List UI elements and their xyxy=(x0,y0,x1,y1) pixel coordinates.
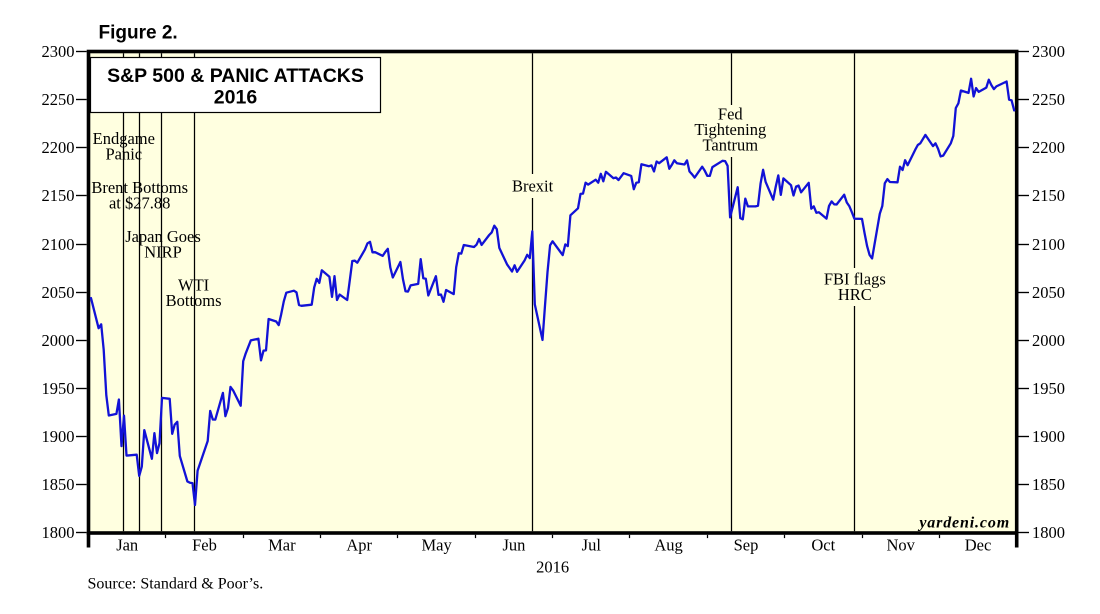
svg-text:HRC: HRC xyxy=(838,285,872,304)
svg-text:Brexit: Brexit xyxy=(512,177,554,196)
svg-text:1950: 1950 xyxy=(42,379,75,398)
svg-text:Sep: Sep xyxy=(734,536,759,555)
svg-text:1900: 1900 xyxy=(42,427,75,446)
svg-text:2050: 2050 xyxy=(1032,283,1065,302)
svg-text:2050: 2050 xyxy=(42,283,75,302)
svg-text:Apr: Apr xyxy=(346,536,372,555)
svg-text:1800: 1800 xyxy=(42,523,75,542)
svg-text:FBI flags: FBI flags xyxy=(824,270,886,289)
svg-text:May: May xyxy=(421,536,452,555)
svg-text:Tightening: Tightening xyxy=(694,120,766,139)
svg-text:at $27.88: at $27.88 xyxy=(109,194,170,213)
svg-text:2016: 2016 xyxy=(536,558,569,577)
svg-text:Brent Bottoms: Brent Bottoms xyxy=(91,178,188,197)
svg-text:yardeni.com: yardeni.com xyxy=(917,515,1010,532)
svg-text:2100: 2100 xyxy=(42,235,75,254)
svg-text:Bottoms: Bottoms xyxy=(166,291,222,310)
svg-text:2150: 2150 xyxy=(1032,186,1065,205)
svg-text:2300: 2300 xyxy=(42,42,75,61)
svg-text:2200: 2200 xyxy=(1032,138,1065,157)
svg-text:Jun: Jun xyxy=(502,536,525,555)
svg-text:Feb: Feb xyxy=(192,536,217,555)
svg-text:Fed: Fed xyxy=(718,105,744,124)
svg-text:Figure 2.: Figure 2. xyxy=(99,23,178,44)
svg-text:WTI: WTI xyxy=(178,276,209,295)
svg-text:Oct: Oct xyxy=(811,536,835,555)
svg-text:2250: 2250 xyxy=(42,90,75,109)
svg-text:2100: 2100 xyxy=(1032,235,1065,254)
svg-text:Endgame: Endgame xyxy=(93,129,155,148)
svg-text:1900: 1900 xyxy=(1032,427,1065,446)
svg-text:NIRP: NIRP xyxy=(144,243,182,262)
svg-text:Aug: Aug xyxy=(654,536,682,555)
svg-text:Panic: Panic xyxy=(105,145,142,164)
svg-text:2150: 2150 xyxy=(42,186,75,205)
svg-text:Mar: Mar xyxy=(268,536,296,555)
svg-text:2200: 2200 xyxy=(42,138,75,157)
svg-text:Dec: Dec xyxy=(965,536,992,555)
svg-text:2000: 2000 xyxy=(1032,331,1065,350)
svg-text:2300: 2300 xyxy=(1032,42,1065,61)
svg-text:1850: 1850 xyxy=(42,475,75,494)
svg-text:Source: Standard & Poor’s.: Source: Standard & Poor’s. xyxy=(88,576,264,593)
svg-text:1850: 1850 xyxy=(1032,475,1065,494)
svg-text:S&P 500 & PANIC ATTACKS: S&P 500 & PANIC ATTACKS xyxy=(107,65,364,87)
svg-text:1950: 1950 xyxy=(1032,379,1065,398)
svg-text:Tantrum: Tantrum xyxy=(702,136,758,155)
svg-text:Nov: Nov xyxy=(886,536,915,555)
svg-text:2250: 2250 xyxy=(1032,90,1065,109)
svg-text:Japan Goes: Japan Goes xyxy=(125,227,201,246)
svg-text:Jan: Jan xyxy=(116,536,138,555)
svg-text:2000: 2000 xyxy=(42,331,75,350)
svg-text:2016: 2016 xyxy=(214,87,258,109)
svg-text:Jul: Jul xyxy=(582,536,602,555)
svg-text:1800: 1800 xyxy=(1032,523,1065,542)
